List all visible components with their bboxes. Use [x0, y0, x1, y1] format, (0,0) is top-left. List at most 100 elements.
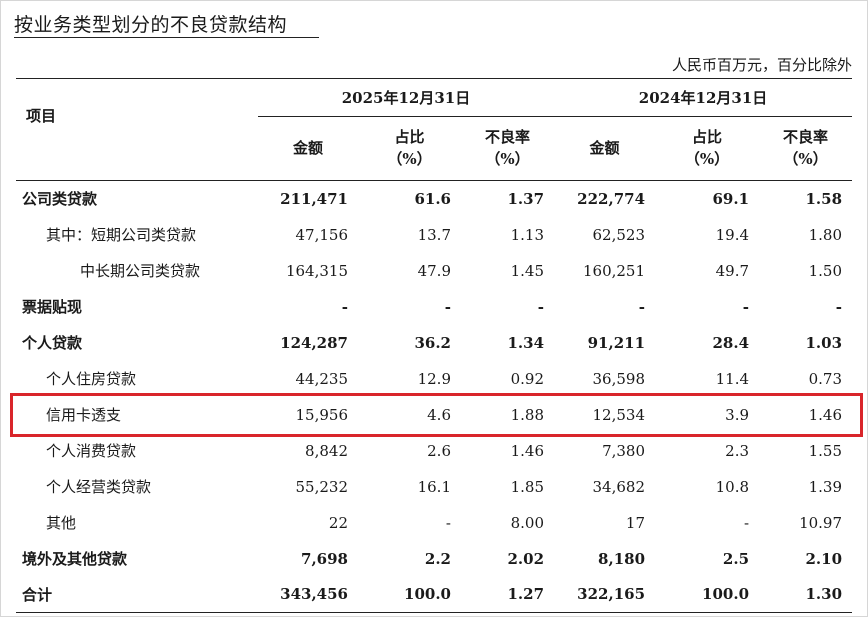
- cell-amount-2025: 164,315: [285, 261, 348, 280]
- cell-amount-2024: 7,380: [602, 441, 646, 460]
- cell-amount-2024: 17: [625, 513, 646, 532]
- row-label: 公司类贷款: [22, 190, 98, 209]
- row-label: 中长期公司类贷款: [80, 262, 201, 280]
- cell-amount-2025: 55,232: [295, 477, 349, 496]
- cell-share-2024: 10.8: [715, 477, 750, 496]
- row-label: 个人住房贷款: [46, 370, 137, 388]
- cell-share-2025: 12.9: [417, 369, 451, 388]
- cell-amount-2025: 44,235: [295, 369, 349, 388]
- cell-share-2025: 2.2: [424, 549, 451, 568]
- cell-npl-2024: 1.03: [805, 333, 843, 352]
- table-body: 公司类贷款 211,471 61.6 1.37 222,774 69.1 1.58 其中：短期…: [16, 180, 853, 613]
- cell-share-2024: 19.4: [715, 225, 750, 244]
- header-amount-2025: 金额: [292, 138, 323, 157]
- cell-npl-2024: 1.55: [808, 441, 843, 460]
- cell-share-2024: -: [743, 513, 750, 532]
- page-title: 按业务类型划分的不良贷款结构: [14, 14, 288, 36]
- cell-npl-2024: 1.80: [808, 225, 843, 244]
- header-share-2025: 占比 （%）: [387, 127, 432, 168]
- cell-npl-2024: 1.46: [808, 405, 843, 424]
- cell-amount-2025: 47,156: [295, 225, 349, 244]
- cell-npl-2024: 10.97: [799, 513, 843, 532]
- cell-share-2024: 2.5: [722, 549, 750, 568]
- cell-npl-2024: 1.58: [805, 189, 843, 208]
- cell-share-2025: 100.0: [404, 585, 451, 604]
- header-npl-2025: 不良率 （%）: [485, 127, 531, 168]
- table-row: 其他 22 - 8.00 17 - 10.97: [16, 505, 852, 541]
- cell-share-2024: 2.3: [725, 441, 750, 460]
- cell-share-2024: 11.4: [715, 369, 750, 388]
- cell-amount-2024: -: [638, 297, 646, 316]
- table-row: 信用卡透支 15,956 4.6 1.88 12,534 3.9 1.46: [16, 397, 852, 433]
- cell-npl-2025: 0.92: [510, 369, 545, 388]
- cell-share-2024: -: [742, 297, 750, 316]
- header-item: 项目: [26, 107, 57, 125]
- cell-npl-2025: 1.45: [510, 261, 545, 280]
- cell-share-2025: 13.7: [417, 225, 451, 244]
- cell-amount-2024: 322,165: [577, 585, 646, 604]
- cell-share-2024: 49.7: [715, 261, 750, 280]
- cell-amount-2024: 34,682: [592, 477, 646, 496]
- cell-npl-2024: 2.10: [805, 549, 843, 568]
- cell-share-2025: -: [444, 297, 451, 316]
- header-amount-2024: 金额: [589, 138, 620, 157]
- table-row: 票据贴现 - - - - - -: [16, 289, 852, 325]
- cell-amount-2025: -: [341, 297, 348, 316]
- cell-npl-2025: 1.34: [507, 333, 545, 352]
- unit-note: 人民币百万元，百分比除外: [671, 56, 852, 74]
- cell-share-2025: 61.6: [414, 189, 451, 208]
- cell-npl-2025: 2.02: [507, 549, 545, 568]
- cell-amount-2024: 12,534: [592, 405, 646, 424]
- cell-share-2024: 3.9: [725, 405, 750, 424]
- row-label: 境外及其他贷款: [22, 550, 128, 568]
- cell-amount-2024: 91,211: [587, 333, 646, 352]
- row-label: 其他: [46, 514, 77, 532]
- table-row: 个人住房贷款 44,235 12.9 0.92 36,598 11.4 0.73: [16, 361, 852, 397]
- cell-share-2025: 2.6: [427, 441, 451, 460]
- cell-amount-2024: 8,180: [598, 549, 646, 568]
- cell-npl-2024: 0.73: [808, 369, 843, 388]
- cell-npl-2025: 1.46: [510, 441, 545, 460]
- cell-share-2025: 16.1: [417, 477, 451, 496]
- cell-npl-2024: 1.30: [805, 585, 843, 604]
- header-share-2024: 占比 （%）: [684, 127, 730, 168]
- cell-npl-2025: 8.00: [510, 513, 545, 532]
- table-row: 其中：短期公司类贷款 47,156 13.7 1.13 62,523 19.4 1.80: [16, 217, 852, 253]
- row-label: 票据贴现: [22, 298, 83, 316]
- table-row: 公司类贷款 211,471 61.6 1.37 222,774 69.1 1.58: [16, 180, 853, 217]
- row-label: 合计: [22, 585, 53, 604]
- highlight-box: [10, 392, 863, 437]
- table-row: 中长期公司类贷款 164,315 47.9 1.45 160,251 49.7 1.50: [16, 253, 852, 289]
- npl-structure-table: 项目 2025年12月31日 2024年12月31日 金额 占比 （%） 不良率…: [16, 78, 853, 613]
- cell-share-2025: 36.2: [414, 333, 451, 352]
- cell-npl-2024: 1.39: [808, 477, 843, 496]
- cell-share-2025: 4.6: [427, 405, 451, 424]
- cell-npl-2025: 1.27: [507, 585, 545, 604]
- title-underline: [14, 37, 319, 38]
- cell-amount-2025: 22: [328, 513, 348, 532]
- cell-npl-2025: 1.37: [507, 189, 545, 208]
- table-row: 个人消费贷款 8,842 2.6 1.46 7,380 2.3 1.55: [16, 433, 852, 469]
- cell-share-2024: 28.4: [712, 333, 750, 352]
- row-label: 信用卡透支: [46, 406, 122, 424]
- table-row: 境外及其他贷款 7,698 2.2 2.02 8,180 2.5 2.10: [16, 541, 852, 577]
- cell-amount-2025: 343,456: [280, 585, 348, 604]
- row-label: 个人消费贷款: [46, 442, 137, 460]
- cell-amount-2024: 160,251: [582, 261, 646, 280]
- cell-npl-2025: 1.88: [510, 405, 545, 424]
- cell-amount-2025: 7,698: [301, 549, 348, 568]
- row-label: 其中：短期公司类贷款: [46, 226, 197, 244]
- cell-share-2024: 69.1: [712, 189, 750, 208]
- table-row: 个人经营类贷款 55,232 16.1 1.85 34,682 10.8 1.39: [16, 469, 852, 505]
- cell-npl-2025: 1.85: [510, 477, 545, 496]
- cell-npl-2025: 1.13: [510, 225, 545, 244]
- cell-npl-2024: -: [835, 297, 843, 316]
- cell-amount-2024: 62,523: [592, 225, 646, 244]
- header-year-2024: 2024年12月31日: [554, 78, 853, 117]
- cell-amount-2025: 211,471: [280, 189, 348, 208]
- cell-share-2025: 47.9: [417, 261, 451, 280]
- cell-npl-2024: 1.50: [808, 261, 843, 280]
- row-label: 个人贷款: [22, 334, 83, 352]
- cell-amount-2025: 15,956: [295, 405, 349, 424]
- cell-amount-2024: 222,774: [577, 189, 646, 208]
